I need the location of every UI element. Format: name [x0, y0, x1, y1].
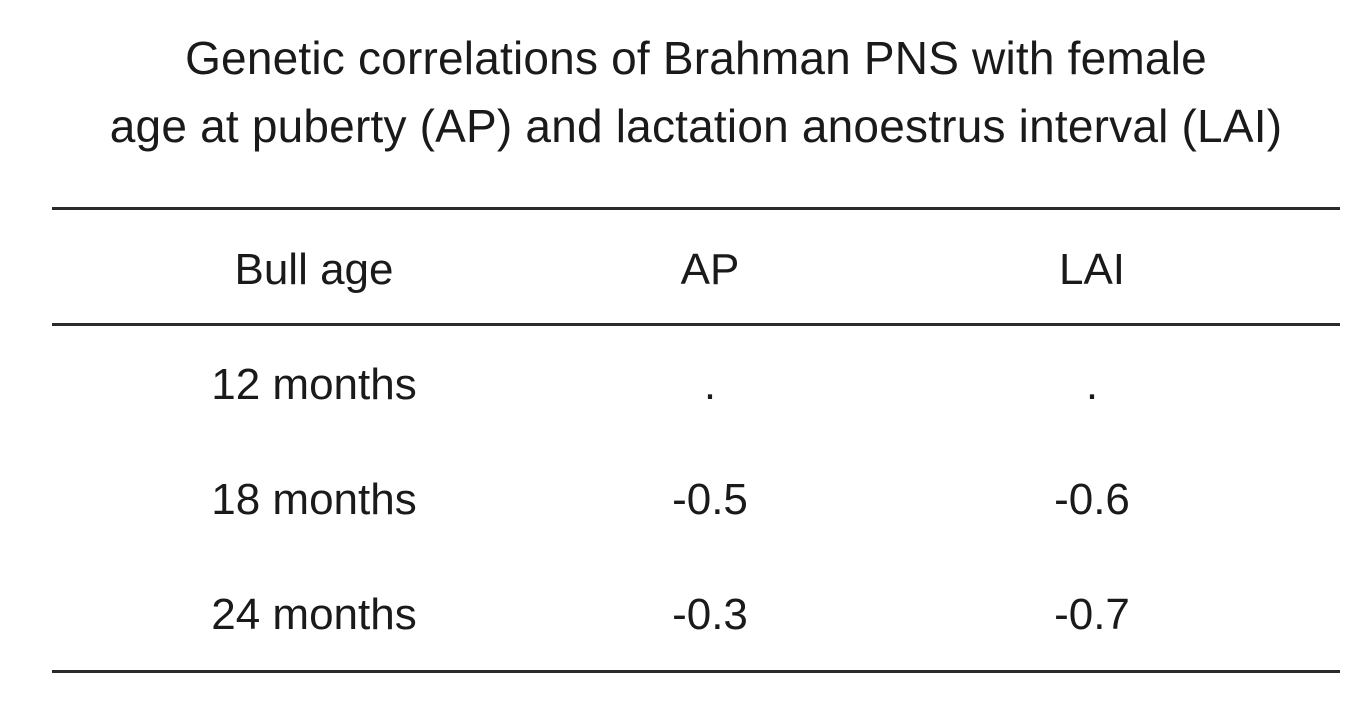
row-24-months-bull-age: 24 months: [211, 590, 417, 639]
table-top-rule: [52, 207, 1340, 210]
header-divider-rule: [52, 323, 1340, 326]
table-caption: Genetic correlations of Brahman PNS with…: [0, 24, 1372, 160]
table-bottom-rule: [52, 670, 1340, 673]
caption-line-1: Genetic correlations of Brahman PNS with…: [185, 32, 1207, 84]
column-header-bull-age: Bull age: [234, 245, 394, 294]
row-12-months-bull-age: 12 months: [211, 360, 417, 409]
row-24-months-lai: -0.7: [1054, 590, 1130, 639]
column-header-lai: LAI: [1058, 245, 1126, 294]
caption-line-2: age at puberty (AP) and lactation anoest…: [109, 100, 1283, 152]
row-18-months-bull-age: 18 months: [211, 475, 417, 524]
row-18-months-ap: -0.5: [672, 475, 748, 524]
row-12-months-lai: .: [1085, 360, 1099, 409]
row-12-months-ap: .: [703, 360, 717, 409]
column-header-ap: AP: [680, 245, 740, 294]
row-24-months-ap: -0.3: [672, 590, 748, 639]
row-18-months-lai: -0.6: [1054, 475, 1130, 524]
